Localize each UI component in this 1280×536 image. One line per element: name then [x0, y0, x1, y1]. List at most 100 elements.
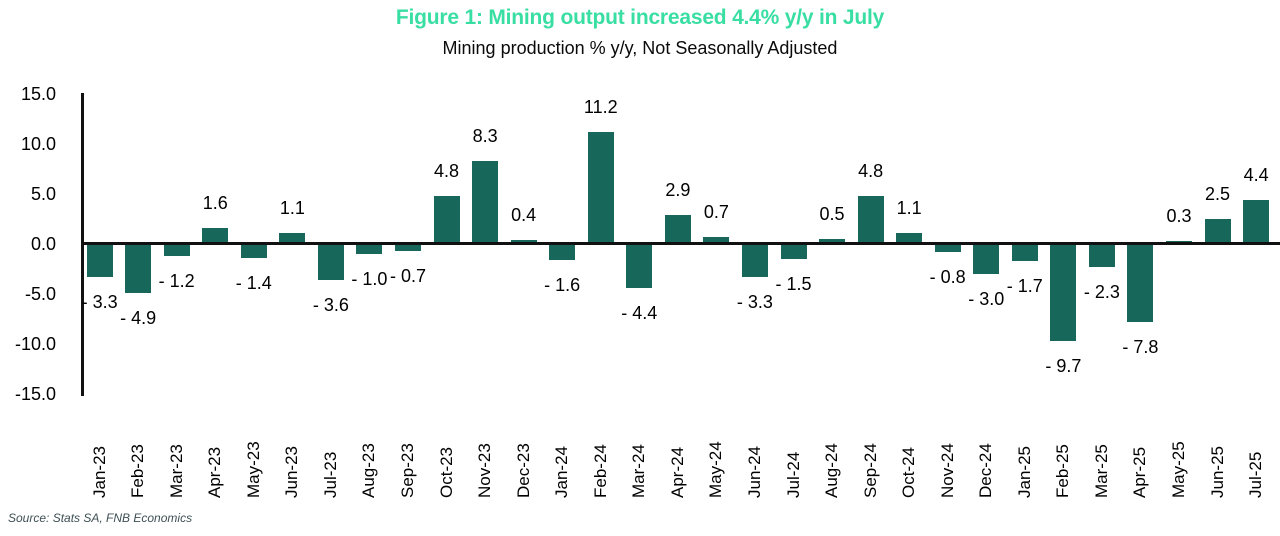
x-tick-label: Jul-25 [1246, 451, 1266, 498]
bar [1011, 243, 1038, 261]
x-tick-label: Nov-23 [475, 443, 495, 498]
x-tick-label: May-24 [706, 441, 726, 498]
bar [1243, 199, 1270, 244]
bar-value-label: 4.4 [1243, 164, 1269, 185]
bar [896, 232, 923, 244]
x-tick-label: Aug-23 [359, 443, 379, 498]
bar [1204, 218, 1231, 244]
x-tick-label: Jun-23 [282, 446, 302, 498]
bar [973, 243, 1000, 274]
x-tick-label: May-23 [243, 441, 263, 498]
bar-value-label: 8.3 [472, 125, 498, 146]
x-tick-label: Nov-24 [937, 443, 957, 498]
x-tick-label: Aug-24 [822, 443, 842, 498]
bar [934, 243, 961, 252]
bar [163, 243, 190, 256]
x-tick-label: Mar-25 [1091, 444, 1111, 498]
bar [202, 227, 229, 244]
bar-value-label: - 2.3 [1083, 281, 1120, 302]
bar-value-label: 0.5 [819, 203, 845, 224]
bar [780, 243, 807, 259]
x-tick-label: May-25 [1169, 441, 1188, 498]
bar [741, 243, 768, 277]
bar [549, 243, 576, 260]
x-tick-label: Feb-23 [128, 444, 148, 498]
bar-value-label: - 1.5 [775, 273, 812, 294]
bar-value-label: - 0.8 [929, 266, 966, 287]
y-tick-label: -5.0 [24, 283, 56, 304]
x-tick-label: Dec-24 [976, 443, 996, 498]
x-tick-label: Sep-23 [398, 443, 417, 498]
bar-value-label: 2.5 [1205, 183, 1231, 204]
bar-value-label: - 1.0 [351, 268, 388, 289]
bar-value-label: - 1.6 [544, 274, 581, 295]
x-tick-label: Apr-25 [1130, 446, 1150, 498]
bar [395, 243, 421, 251]
bar [433, 195, 460, 244]
bar [819, 238, 846, 244]
bar [626, 243, 653, 288]
x-tick-label: Jul-23 [320, 451, 340, 498]
bar-value-label: 0.4 [511, 204, 537, 225]
bar-value-label: 0.3 [1166, 205, 1192, 226]
bar-value-label: 1.1 [279, 197, 305, 218]
bar-value-label: - 9.7 [1045, 355, 1082, 376]
y-tick-label: 15.0 [20, 83, 56, 104]
x-tick-label: Apr-24 [667, 446, 687, 498]
x-tick-label: Sep-24 [860, 443, 880, 498]
bar-value-label: - 4.9 [120, 307, 157, 328]
bar [86, 243, 113, 277]
bar [703, 236, 730, 244]
bar-value-label: - 1.2 [158, 270, 195, 291]
bar-value-label: 0.7 [703, 201, 729, 222]
bar [240, 243, 267, 258]
bar-value-label: - 3.0 [968, 288, 1005, 309]
bar-value-label: 2.9 [665, 179, 691, 200]
bar-value-label: - 4.4 [621, 302, 658, 323]
bar [356, 243, 383, 254]
bar [317, 243, 344, 280]
x-tick-label: Apr-23 [205, 446, 225, 498]
bar-value-label: - 1.4 [235, 272, 272, 293]
bar-value-label: 1.1 [896, 197, 922, 218]
bar [1050, 243, 1077, 341]
x-tick-label: Oct-23 [436, 446, 456, 498]
bar-value-label: - 3.6 [312, 294, 349, 315]
x-tick-label: Feb-24 [590, 444, 610, 498]
y-tick-label: 0.0 [30, 233, 56, 254]
bar [587, 131, 614, 244]
bar-value-label: - 0.7 [389, 265, 427, 286]
bar-value-label: 1.6 [202, 192, 228, 213]
bar [857, 195, 884, 244]
bar [472, 160, 499, 244]
x-tick-label: Jan-25 [1014, 446, 1034, 498]
x-tick-label: Oct-24 [899, 446, 919, 498]
bar-value-label: - 7.8 [1122, 336, 1159, 357]
bar [1088, 243, 1115, 267]
x-tick-label: Mar-24 [629, 444, 649, 498]
bar-value-label: - 1.7 [1006, 275, 1043, 296]
bar [664, 214, 691, 244]
bar-value-label: 11.2 [583, 96, 618, 117]
chart-subtitle: Mining production % y/y, Not Seasonally … [442, 38, 838, 58]
bar-value-label: - 3.3 [81, 291, 118, 312]
x-tick-label: Feb-25 [1053, 444, 1073, 498]
x-tick-label: Jun-24 [744, 446, 764, 498]
bar-value-label: 4.8 [434, 160, 460, 181]
source-note: Source: Stats SA, FNB Economics [8, 511, 193, 525]
y-tick-label: -15.0 [14, 383, 56, 404]
zero-line [81, 242, 1280, 245]
bar [1127, 243, 1154, 322]
x-tick-label: Mar-23 [166, 444, 186, 498]
bar-value-label: 4.8 [858, 160, 884, 181]
x-tick-label: Jun-25 [1207, 446, 1227, 498]
x-tick-label: Dec-23 [513, 443, 533, 498]
y-tick-label: 10.0 [20, 133, 56, 154]
bar [279, 232, 306, 244]
x-tick-label: Jul-24 [783, 451, 803, 498]
x-tick-label: Jan-24 [552, 446, 572, 498]
x-tick-label: Jan-23 [89, 446, 109, 498]
y-tick-label: -10.0 [14, 333, 56, 354]
